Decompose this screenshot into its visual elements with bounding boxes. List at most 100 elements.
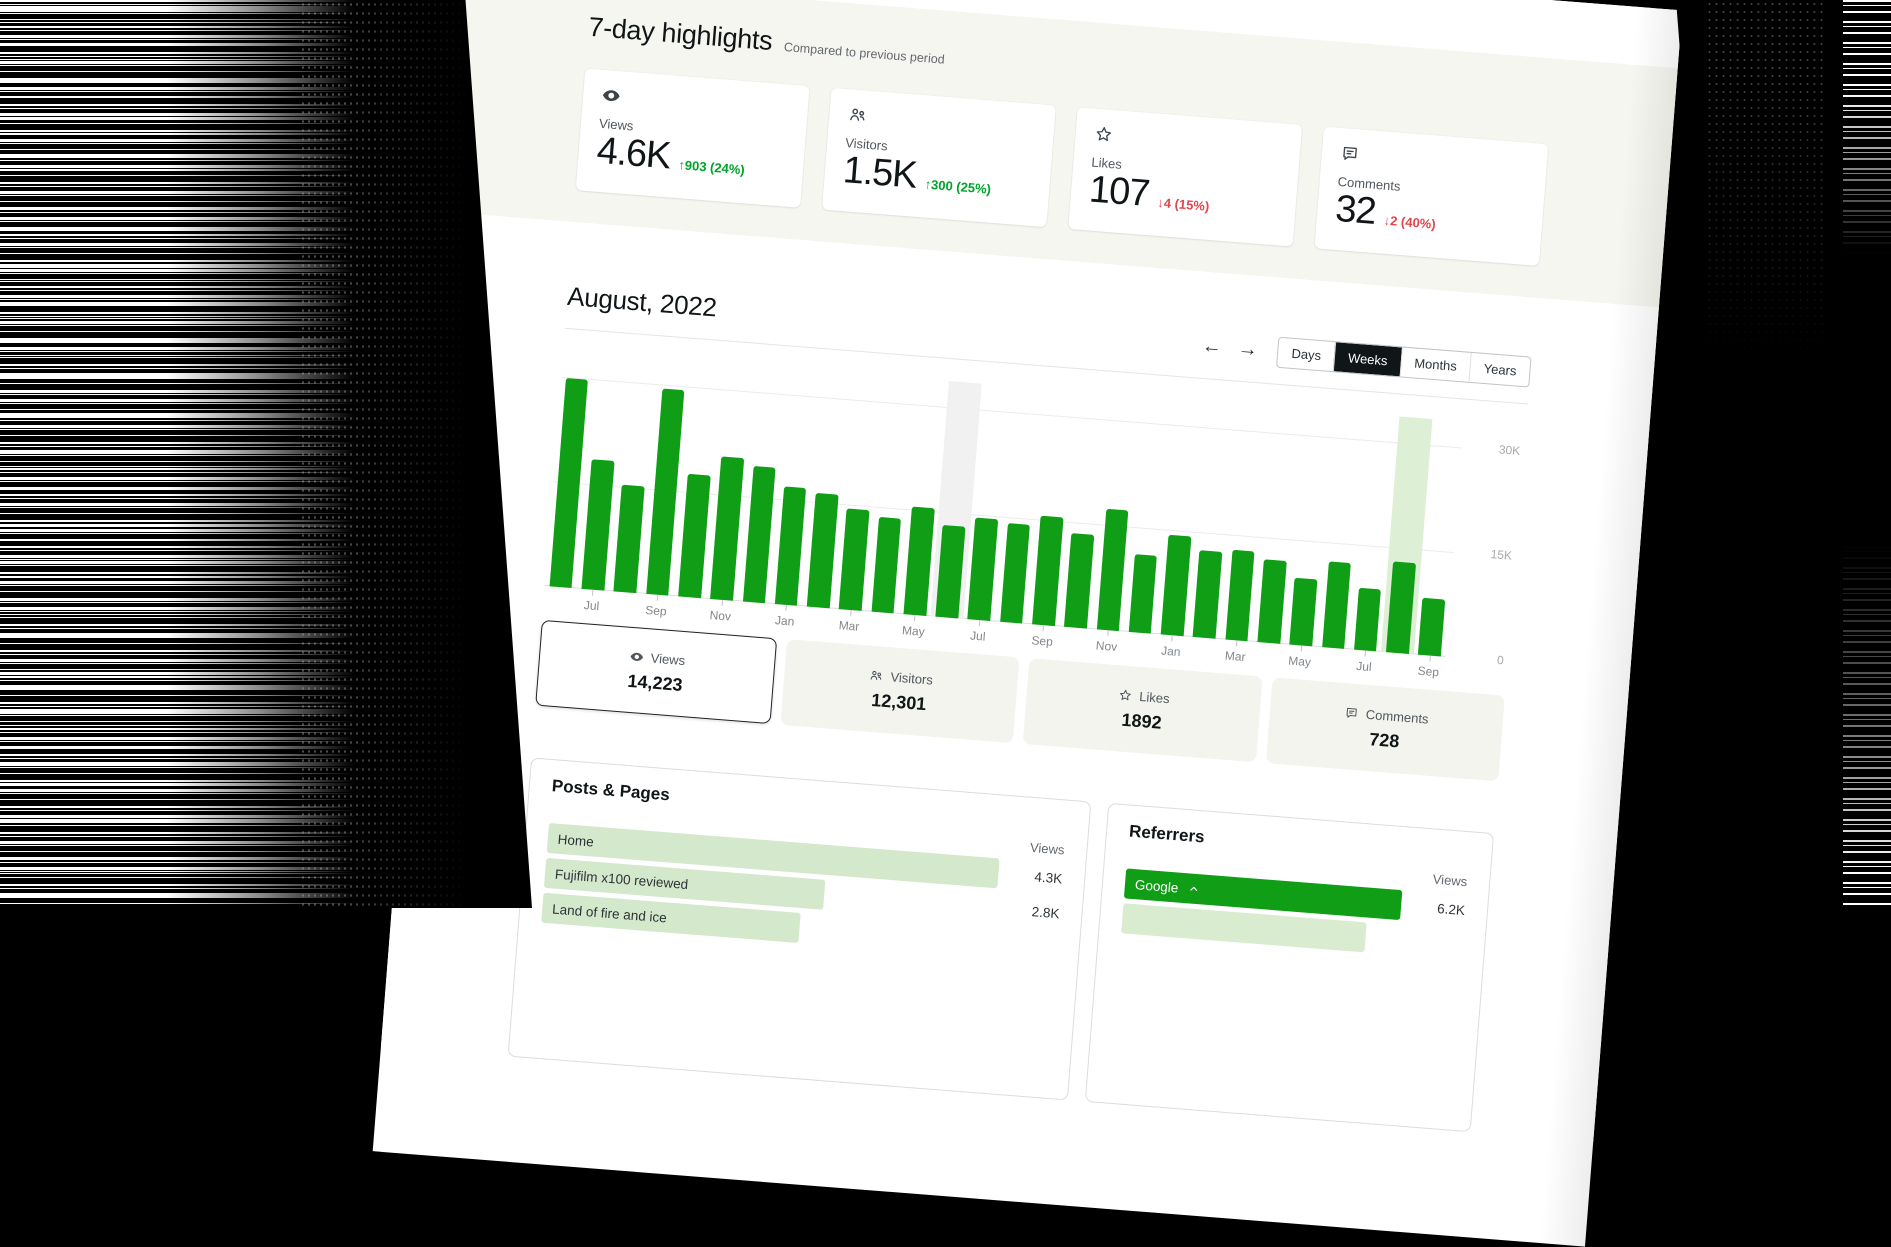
x-axis-label: Mar [838, 618, 860, 634]
x-axis-label: Sep [1417, 663, 1440, 680]
visitors-icon [847, 104, 1037, 139]
chart-bar[interactable] [1160, 534, 1192, 637]
x-axis-label: Jan [774, 613, 795, 629]
metric-tab-header: Views [628, 648, 686, 668]
chart-bar[interactable] [839, 508, 870, 611]
metric-tab-value: 12,301 [870, 689, 928, 714]
x-axis-label: Sep [1030, 633, 1054, 649]
prev-period-arrow[interactable]: ← [1201, 334, 1223, 359]
x-axis-label: Jul [1355, 658, 1373, 675]
posts-pages-card: Posts & Pages Views Home 4.3K Fujifilm x10… [507, 757, 1092, 1101]
x-axis-label: May [1287, 653, 1312, 670]
metric-tab-visitors[interactable]: Visitors 12,301 [779, 639, 1020, 744]
x-axis-label: Jul [583, 598, 600, 614]
x-axis-tick [849, 609, 852, 617]
chart-bar[interactable] [999, 522, 1031, 624]
y-axis-label: 15K [1490, 547, 1513, 563]
x-axis-tick [1042, 625, 1045, 632]
chart-bar[interactable] [1386, 561, 1416, 654]
highlight-card-value: 1.5K [841, 149, 918, 197]
chart-bar[interactable] [1032, 515, 1064, 627]
views-bar-chart: Jul Sep Nov Jan Mar May Jul Sep Nov Jan Mar May Jul S… [544, 351, 1527, 679]
referrer-row[interactable]: Google 6.2K [1123, 868, 1466, 925]
chart-bar[interactable] [1064, 533, 1095, 629]
chart-controls: ← → Days Weeks Months Years [1201, 330, 1532, 388]
chart-bar[interactable] [1289, 577, 1318, 647]
x-axis-tick [1236, 640, 1238, 647]
metric-tab-views[interactable]: Views 14,223 [535, 619, 777, 725]
chart-bar[interactable] [581, 459, 615, 591]
metric-tab-value: 14,223 [626, 670, 684, 695]
referrers-card: Referrers Views Google 6.2K [1084, 802, 1495, 1133]
glitch-noise-left [0, 0, 532, 908]
rotated-page: 7-day highlights Compared to previous pe… [372, 0, 1683, 1247]
x-axis-label: Mar [1224, 648, 1247, 665]
row-value [1398, 940, 1462, 945]
chart-bar[interactable] [1321, 561, 1352, 649]
x-axis-tick [656, 594, 659, 601]
chart-bar[interactable] [935, 525, 966, 619]
chart-bar[interactable] [1257, 559, 1287, 644]
chart-bar[interactable] [1128, 553, 1158, 634]
period-tab-days[interactable]: Days [1291, 345, 1322, 363]
metric-tab-value: 728 [1368, 728, 1401, 751]
metric-tab-label: Visitors [890, 668, 934, 688]
metric-tab-header: Likes [1117, 687, 1170, 706]
x-axis-label: Jan [1160, 643, 1182, 659]
highlights-section: 7-day highlights Compared to previous pe… [446, 0, 1678, 308]
highlight-cards-row: Views 4.6K ↑903 (24%) Visitors 1.5K ↑300 (25%… [575, 68, 1549, 266]
row-label: Google [1124, 876, 1200, 897]
chart-bar[interactable] [678, 473, 711, 599]
metric-tab-likes[interactable]: Likes 1892 [1022, 658, 1263, 763]
highlight-card-delta: ↓2 (40%) [1383, 212, 1437, 232]
row-label-text: Home [557, 831, 595, 850]
chart-bar[interactable] [1353, 587, 1382, 652]
y-axis-label: 0 [1496, 652, 1505, 668]
chart-bar[interactable] [967, 517, 999, 621]
chart-bar[interactable] [774, 486, 807, 606]
metric-tab-value: 1892 [1120, 709, 1163, 733]
metric-tab-label: Likes [1138, 688, 1171, 706]
chart-bar[interactable] [903, 506, 935, 616]
highlight-card-likes: Likes 107 ↓4 (15%) [1068, 107, 1303, 247]
chart-bar[interactable] [1096, 508, 1129, 632]
chevron-up-icon[interactable] [1186, 881, 1201, 896]
x-axis-tick [1300, 645, 1302, 652]
highlight-card-delta: ↑300 (25%) [924, 176, 992, 197]
highlight-card-value: 4.6K [595, 129, 672, 178]
row-label: Fujifilm x100 reviewed [544, 865, 688, 891]
chart-bar[interactable] [613, 484, 645, 594]
x-axis-label: Nov [709, 607, 732, 624]
chart-bar[interactable] [1193, 550, 1223, 639]
row-bar: Google [1123, 868, 1403, 921]
metric-tab-comments[interactable]: Comments 728 [1265, 677, 1505, 782]
comment-icon [1343, 705, 1359, 721]
chart-bar[interactable] [806, 492, 839, 609]
highlights-subtitle: Compared to previous period [783, 40, 946, 67]
chart-bar[interactable] [1418, 598, 1446, 657]
x-axis-tick [914, 615, 916, 622]
row-label-text: Land of fire and ice [551, 901, 668, 926]
star-icon [1117, 687, 1133, 703]
x-axis-label: Nov [1095, 638, 1118, 655]
x-axis-label: Sep [644, 602, 668, 619]
highlights-title: 7-day highlights [587, 11, 774, 57]
metric-tab-label: Comments [1365, 706, 1430, 727]
row-value [993, 943, 1057, 948]
highlight-card-delta: ↑903 (24%) [677, 157, 746, 178]
period-tab-months[interactable]: Months [1399, 346, 1471, 382]
period-tab-weeks[interactable]: Weeks [1332, 341, 1402, 376]
metric-tab-header: Comments [1343, 705, 1430, 727]
chart-bar[interactable] [1225, 549, 1255, 642]
visitors-icon [868, 667, 884, 683]
x-axis-tick [978, 620, 981, 627]
x-axis-tick [1364, 650, 1367, 657]
metric-tab-header: Visitors [868, 667, 933, 687]
chart-plot-area: Jul Sep Nov Jan Mar May Jul Sep Nov Jan Mar May Jul S… [544, 351, 1465, 679]
y-axis-label: 30K [1498, 442, 1521, 459]
period-tab-years[interactable]: Years [1468, 352, 1531, 386]
next-period-arrow[interactable]: → [1236, 337, 1259, 362]
x-axis-tick [1429, 655, 1431, 662]
chart-bar[interactable] [871, 516, 902, 614]
highlight-card-value: 107 [1087, 168, 1151, 216]
